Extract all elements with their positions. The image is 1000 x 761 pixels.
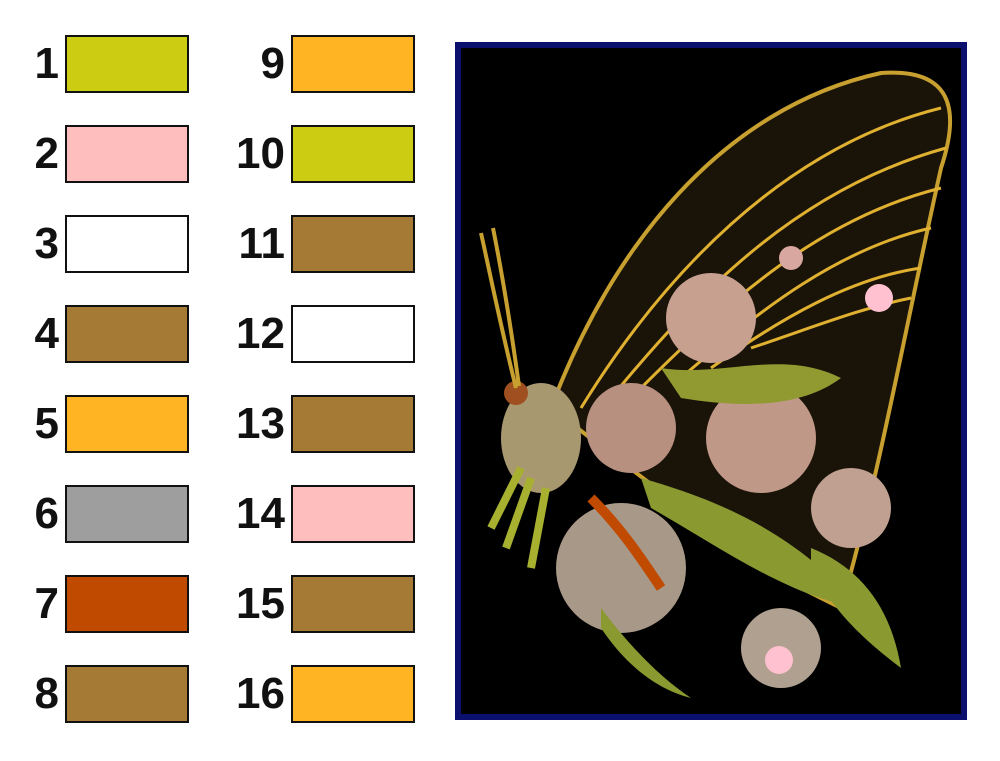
color-number: 6	[34, 489, 59, 538]
color-swatch	[291, 665, 415, 723]
color-number: 7	[34, 579, 59, 628]
color-number: 5	[34, 399, 59, 448]
legend-entry: 10	[217, 123, 415, 185]
legend-entry: 14	[217, 483, 415, 545]
color-number: 1	[34, 39, 59, 88]
color-swatch	[291, 395, 415, 453]
color-number: 3	[34, 219, 59, 268]
color-number: 11	[238, 219, 285, 268]
color-swatch	[65, 35, 189, 93]
color-swatch	[65, 575, 189, 633]
butterfly-body	[479, 227, 581, 569]
legend-entry: 7	[23, 573, 189, 635]
legend-entry: 8	[23, 663, 189, 725]
color-number: 16	[236, 669, 285, 718]
color-number: 14	[236, 489, 285, 538]
color-swatch	[65, 395, 189, 453]
color-number: 9	[260, 39, 285, 88]
color-number: 12	[236, 309, 285, 358]
color-swatch	[291, 35, 415, 93]
color-swatch	[291, 575, 415, 633]
color-swatch	[65, 665, 189, 723]
color-number: 8	[34, 669, 59, 718]
legend-entry: 2	[23, 123, 189, 185]
color-swatch	[65, 485, 189, 543]
color-number: 2	[34, 129, 59, 178]
color-swatch	[291, 305, 415, 363]
legend-entry: 9	[217, 33, 415, 95]
color-number: 10	[236, 129, 285, 178]
color-swatch	[291, 125, 415, 183]
color-number: 15	[236, 579, 285, 628]
butterfly-embroidery-image	[455, 42, 967, 720]
legend-entry: 4	[23, 303, 189, 365]
legend-entry: 15	[217, 573, 415, 635]
legend-entry: 1	[23, 33, 189, 95]
legend-entry: 13	[217, 393, 415, 455]
color-swatch	[65, 125, 189, 183]
legend-entry: 16	[217, 663, 415, 725]
color-swatch	[291, 485, 415, 543]
legend-entry: 3	[23, 213, 189, 275]
color-number: 4	[34, 309, 59, 358]
color-swatch	[65, 215, 189, 273]
legend-entry: 12	[217, 303, 415, 365]
legend-entry: 11	[217, 213, 415, 275]
color-number: 13	[236, 399, 285, 448]
color-swatch	[65, 305, 189, 363]
legend-entry: 6	[23, 483, 189, 545]
flower-cluster	[556, 246, 901, 698]
color-swatch	[291, 215, 415, 273]
legend-entry: 5	[23, 393, 189, 455]
butterfly-illustration	[479, 70, 953, 698]
